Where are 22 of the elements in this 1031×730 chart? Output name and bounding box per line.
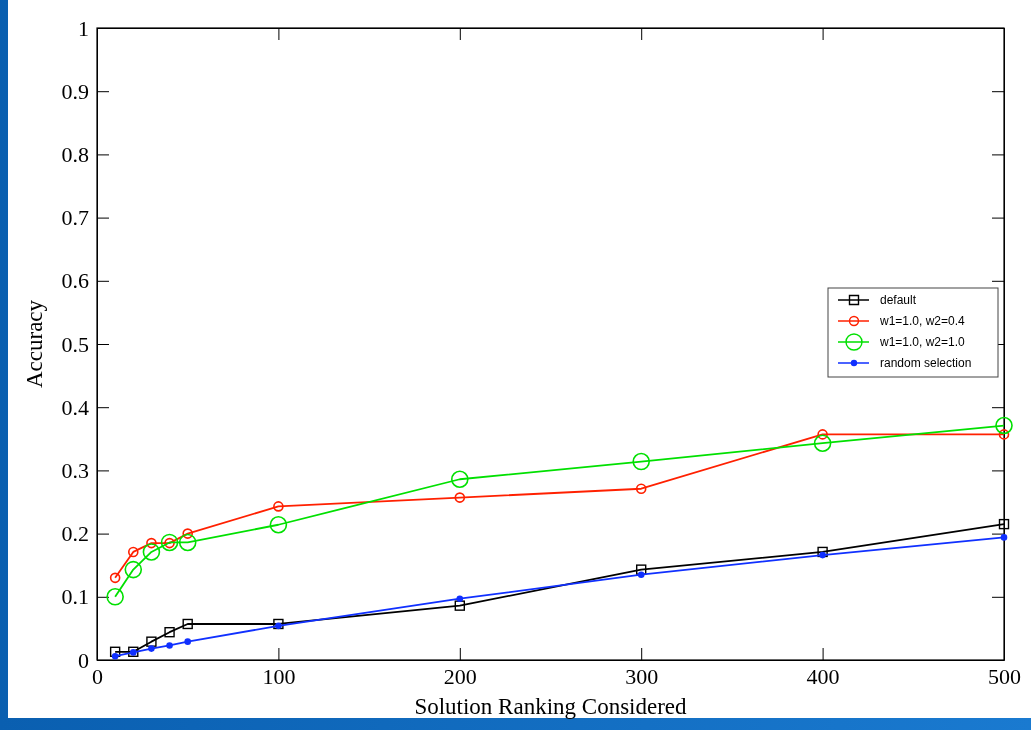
- y-tick-label: 0.5: [61, 331, 89, 357]
- legend-label: random selection: [880, 356, 972, 370]
- y-tick-label: 0.8: [61, 141, 89, 167]
- y-tick-label: 0.7: [61, 205, 89, 231]
- y-tick-label: 0: [78, 647, 89, 673]
- x-tick-label: 500: [988, 663, 1021, 689]
- y-tick-label: 0.6: [61, 268, 89, 294]
- x-tick-label: 100: [262, 663, 296, 689]
- x-tick-label: 200: [443, 663, 477, 689]
- y-axis-title: Accuracy: [22, 299, 47, 389]
- y-tick-label: 0.9: [61, 78, 89, 104]
- y-tick-label: 0.3: [61, 457, 89, 483]
- y-tick-label: 0.1: [61, 584, 89, 610]
- y-tick-label: 0.2: [61, 521, 89, 547]
- legend-label: w1=1.0, w2=0.4: [879, 314, 966, 328]
- legend-label: default: [880, 293, 917, 307]
- x-axis-title: Solution Ranking Considered: [414, 694, 688, 719]
- x-tick-label: 400: [806, 663, 840, 689]
- x-tick-label: 300: [625, 663, 659, 689]
- y-tick-label: 0.4: [61, 394, 89, 420]
- y-tick-label: 1: [78, 15, 89, 41]
- legend-label: w1=1.0, w2=1.0: [879, 335, 966, 349]
